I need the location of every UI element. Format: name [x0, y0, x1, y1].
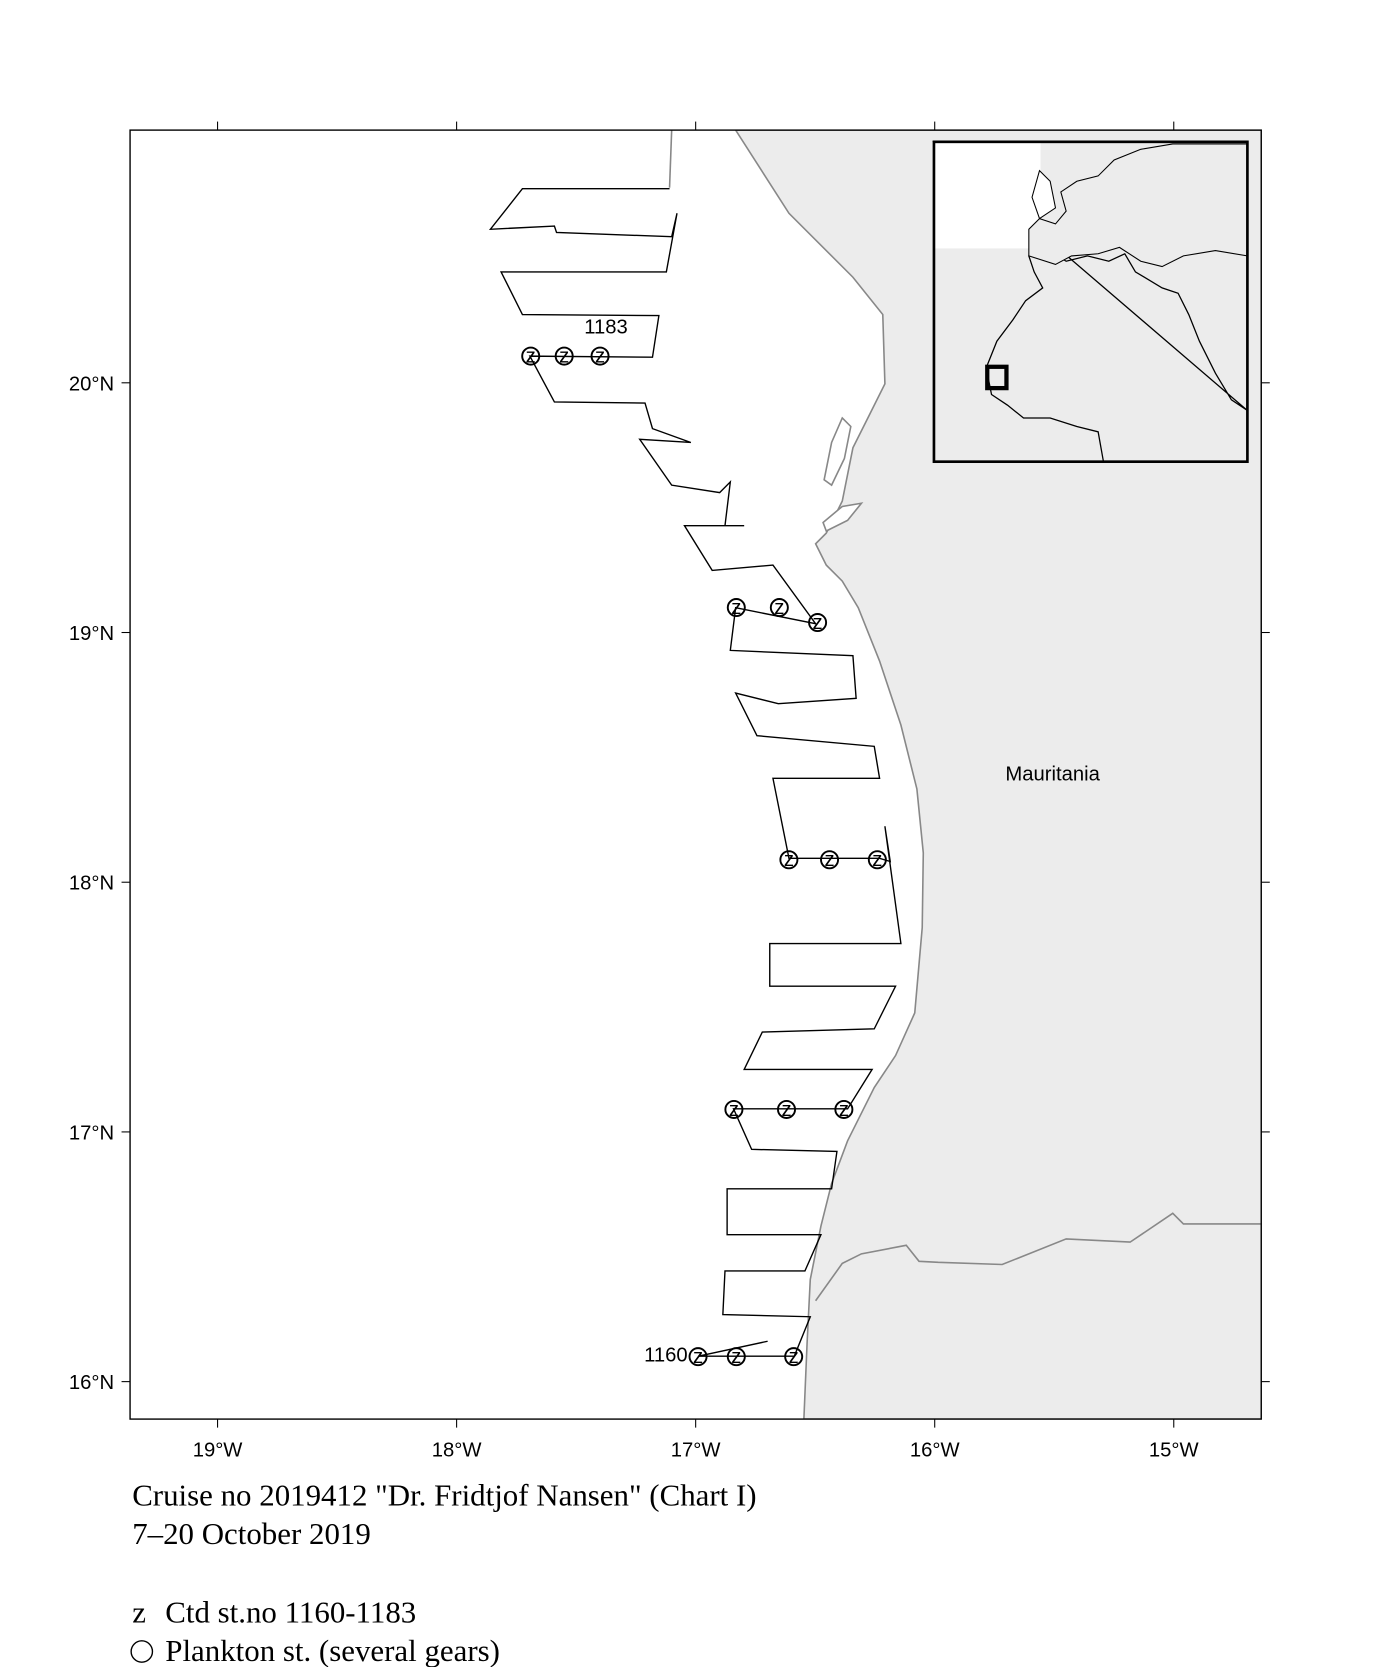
- legend-symbol: z: [132, 1595, 146, 1630]
- ctd-station: z: [813, 612, 823, 634]
- plankton-station: [808, 613, 828, 633]
- ctd-station: z: [526, 345, 536, 367]
- inset-frame: [932, 140, 1249, 464]
- x-tick-label: 19°W: [193, 1439, 244, 1461]
- plankton-station: [726, 1347, 746, 1367]
- ctd-station: z: [731, 1346, 741, 1368]
- y-tick-label: 17°N: [69, 1122, 114, 1144]
- plankton-station: [724, 1099, 744, 1119]
- y-tick-label: 20°N: [69, 373, 114, 395]
- legend-symbol: [130, 1640, 154, 1663]
- inset-sea: [933, 141, 1041, 249]
- plankton-station: [554, 346, 574, 366]
- plankton-station: [726, 598, 746, 618]
- inset-map: [932, 140, 1249, 464]
- x-tick-label: 16°W: [910, 1439, 961, 1461]
- y-tick-label: 19°N: [69, 623, 114, 645]
- caption: Cruise no 2019412 "Dr. Fridtjof Nansen" …: [132, 1477, 756, 1512]
- ctd-station: z: [729, 1099, 739, 1121]
- plankton-station: [769, 598, 789, 618]
- station-label: 1160: [644, 1345, 688, 1367]
- island: [823, 416, 852, 487]
- ctd-station: z: [839, 1099, 849, 1121]
- plankton-station: [820, 850, 840, 870]
- caption: 7–20 October 2019: [132, 1516, 371, 1551]
- legend-label: Plankton st. (several gears): [165, 1633, 500, 1667]
- ctd-station: z: [595, 345, 605, 367]
- ctd-station: z: [789, 1346, 799, 1368]
- axes: 19°W 18°W 17°W 16°W 15°W 16°N 17°N 18°N 19°N 20°N: [69, 121, 1270, 1461]
- x-tick-label: 17°W: [671, 1439, 722, 1461]
- plankton-station: [590, 346, 610, 366]
- ctd-station: z: [731, 597, 741, 619]
- ctd-station: z: [784, 849, 794, 871]
- island: [822, 502, 864, 533]
- plankton-station: [777, 1099, 796, 1119]
- ctd-station: z: [774, 597, 784, 619]
- inset-locator: [985, 364, 1009, 391]
- ctd-station: z: [693, 1346, 703, 1368]
- bank-line: [668, 130, 673, 188]
- plankton-station: [779, 850, 799, 870]
- plankton-station: [521, 346, 541, 366]
- legend-label: Ctd st.no 1160-1183: [165, 1595, 416, 1630]
- river: [814, 1212, 1262, 1302]
- y-tick-label: 18°N: [69, 873, 114, 895]
- country-label: Mauritania: [1005, 763, 1100, 785]
- plankton-station: [867, 850, 887, 870]
- x-tick-label: 15°W: [1149, 1439, 1200, 1461]
- station-label: 1183: [584, 317, 628, 339]
- plankton-station: [688, 1347, 708, 1367]
- stations: z z z z z z z z z z z z z z z: [521, 345, 887, 1368]
- x-tick-label: 18°W: [432, 1439, 483, 1461]
- plankton-station: [784, 1347, 804, 1367]
- y-tick-label: 16°N: [69, 1372, 114, 1394]
- cruise-track: [488, 188, 902, 1357]
- inset-britain: [1031, 169, 1057, 220]
- ctd-station: z: [872, 849, 882, 871]
- ctd-station: z: [824, 849, 834, 871]
- ctd-station: z: [781, 1099, 791, 1121]
- inset-europe: [1028, 143, 1248, 268]
- ctd-station: z: [559, 345, 569, 367]
- plankton-station: [834, 1099, 854, 1119]
